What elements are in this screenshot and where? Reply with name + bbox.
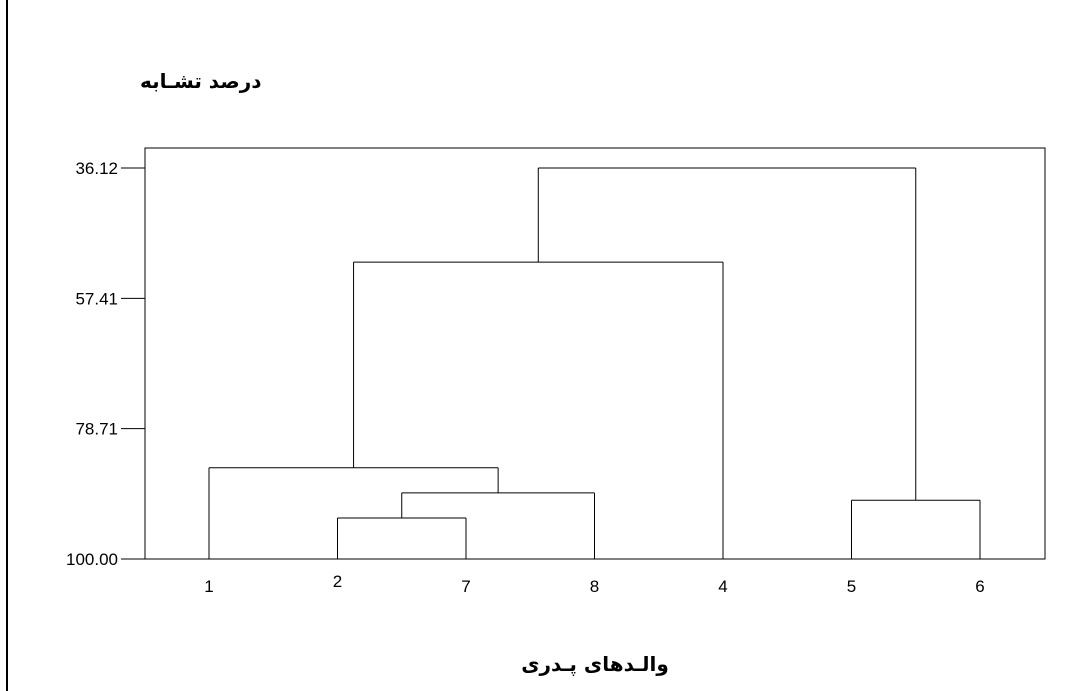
leaf-label: 8: [590, 577, 599, 596]
leaf-label: 5: [847, 577, 856, 596]
y-tick-label: 78.71: [75, 420, 118, 439]
leaf-label: 1: [204, 577, 213, 596]
y-axis: 36.12 57.41 78.71 100.00: [66, 159, 145, 569]
x-axis-title: والـدهای پـدری: [521, 652, 669, 677]
leaf-label: 6: [975, 577, 984, 596]
y-tick-label: 57.41: [75, 289, 118, 308]
y-tick-label: 36.12: [75, 159, 118, 178]
leaf-label: 4: [718, 577, 727, 596]
dendrogram-links: [208, 167, 981, 559]
leaf-label: 2: [333, 572, 342, 591]
page-left-rule: [6, 0, 8, 691]
leaf-label: 7: [461, 577, 470, 596]
y-tick-label: 100.00: [66, 550, 118, 569]
y-axis-title: درصد تشـابه: [140, 69, 261, 93]
x-axis: 1 2 7 8 4 5 6: [204, 572, 984, 596]
